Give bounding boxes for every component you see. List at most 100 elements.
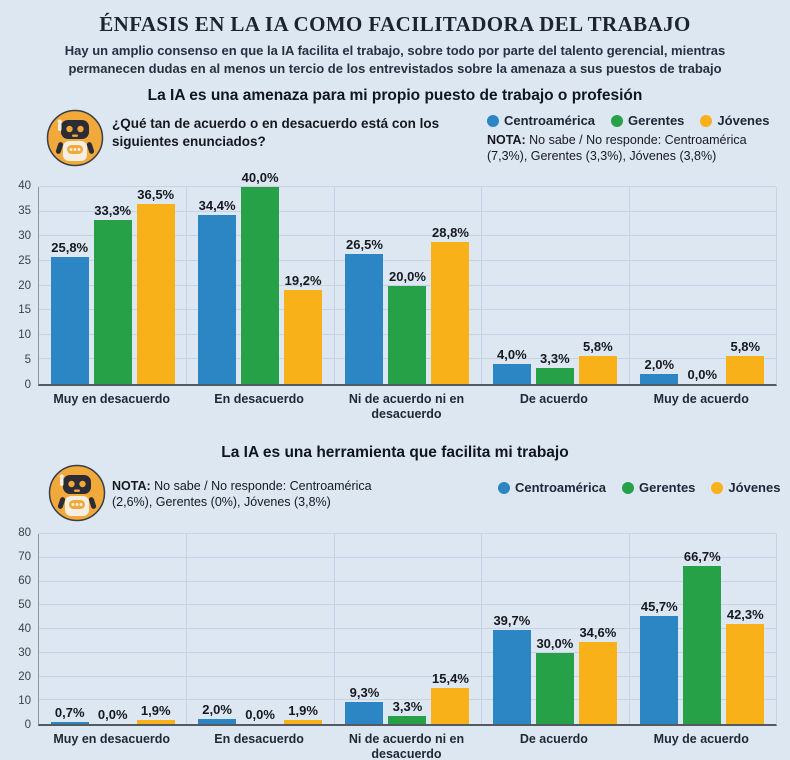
category-separator [186,187,188,385]
bar: 30,0% [535,636,574,725]
plot-outer: 0,7% 0,0% 1,9% 2,0% 0,0% 1,9% 9,3% 3,3% 15,4% 39,… [0,527,790,760]
bar-value-label: 5,8% [730,338,761,354]
chart-amenaza-trabajo: La IA es una amenaza para mi propio pues… [0,87,790,430]
y-tick-label: 70 [18,551,31,564]
bar-value-label: 28,8% [432,225,469,241]
x-category-label: De acuerdo [519,732,588,747]
bar-value-label: 36,5% [137,187,175,203]
bar-group: 26,5% 20,0% 28,8% [334,187,481,385]
bar-fill [492,629,531,725]
y-tick-label: 20 [18,671,31,684]
legend-item: Gerentes [611,113,684,128]
bar-fill [535,652,574,725]
chart-title: La IA es una herramienta que facilita mi… [221,444,569,462]
y-tick-label: 5 [24,354,31,367]
robot-icon [46,109,104,172]
bar-fill [431,242,470,385]
y-tick-label: 40 [18,180,31,193]
gridline [39,533,776,535]
x-category-label: De acuerdo [519,392,588,407]
bar: 9,3% [345,685,384,725]
x-category-label: Muy de acuerdo [653,732,749,747]
legend-label: Centroamérica [515,480,607,496]
bar-fill [535,367,574,385]
legend-dot-icon [611,114,624,127]
category-separator [333,187,335,385]
chart-header-right: Centroamérica Gerentes Jóvenes NOTA: No sa… [487,113,782,165]
bar-fill [241,187,280,385]
bar: 42,3% [726,607,765,725]
bar-fill [683,565,722,725]
bar-fill [50,722,89,725]
category-separator [186,534,188,725]
legend-dot-icon [498,481,510,494]
legend-item: Centroamérica [487,113,595,128]
bar-value-label: 1,9% [288,702,318,718]
y-tick-label: 30 [18,229,31,242]
page-title: ÉNFASIS EN LA IA COMO FACILITADORA DEL T… [99,12,691,36]
bar-value-label: 3,3% [540,350,570,366]
bar-value-label: 15,4% [432,670,469,686]
legend: Centroamérica Gerentes Jóvenes [498,480,780,495]
bar: 4,0% [492,347,531,385]
bar-value-label: 2,0% [202,702,232,718]
bar-fill [284,719,323,725]
bar-fill [492,364,531,385]
category-separator [333,534,335,725]
gridline [39,210,776,212]
gridline [39,259,776,261]
bar-value-label: 3,3% [392,699,423,715]
x-category-label: En desacuerdo [214,732,304,747]
legend-dot-icon [622,481,635,494]
bar-group: 2,0% 0,0% 5,8% [629,187,776,385]
y-tick-label: 10 [18,329,31,342]
legend-item: Jóvenes [700,113,769,128]
y-tick-label: 50 [18,599,31,612]
nota-label: NOTA: [487,133,526,148]
legend-label: Jóvenes [717,113,770,129]
chart-header: NOTA: No sabe / No responde: Centroaméri… [0,464,790,528]
bar: 2,0% [198,702,237,725]
bar-group: 2,0% 0,0% 1,9% [186,534,333,725]
bar-value-label: 0,0% [687,367,718,383]
gridline [39,699,776,701]
bar: 34,6% [578,625,617,725]
legend-item: Jóvenes [711,480,780,495]
bar-value-label: 39,7% [493,612,531,628]
gridline [39,651,776,653]
legend-label: Gerentes [639,480,696,496]
gridline [39,186,776,188]
y-tick-label: 10 [18,695,31,708]
bar-fill [284,289,323,385]
bar-group: 45,7% 66,7% 42,3% [629,534,776,725]
legend-dot-icon [487,114,499,127]
bar-fill [578,641,617,725]
bar: 1,9% [284,703,323,725]
bar-value-label: 19,2% [284,272,322,288]
bar-fill [640,374,679,385]
nota-label: NOTA: [112,479,151,494]
gridline [39,580,776,582]
legend-dot-icon [711,481,724,494]
bar: 34,4% [198,198,237,385]
x-category-label: Ni de acuerdo ni en desacuerdo [348,392,465,422]
legend-dot-icon [700,114,713,127]
y-tick-label: 15 [18,304,31,317]
plot-area: 0,7% 0,0% 1,9% 2,0% 0,0% 1,9% 9,3% 3,3% 15,4% 39,… [38,533,777,727]
bar-value-label: 25,8% [51,240,89,256]
bar: 66,7% [683,549,722,725]
bar-value-label: 0,7% [54,705,85,721]
category-separator [628,187,630,385]
bar: 1,9% [136,703,175,725]
y-tick-label: 20 [18,279,31,292]
bar-group: 25,8% 33,3% 36,5% [39,187,186,385]
bar-fill [345,253,384,385]
bar-group: 34,4% 40,0% 19,2% [186,170,333,385]
bar-value-label: 5,8% [583,338,613,354]
bar: 15,4% [431,671,470,725]
bar: 25,8% [50,240,89,385]
bar-value-label: 9,3% [349,685,380,701]
bar: 39,7% [492,613,531,725]
bar-fill [198,214,237,385]
